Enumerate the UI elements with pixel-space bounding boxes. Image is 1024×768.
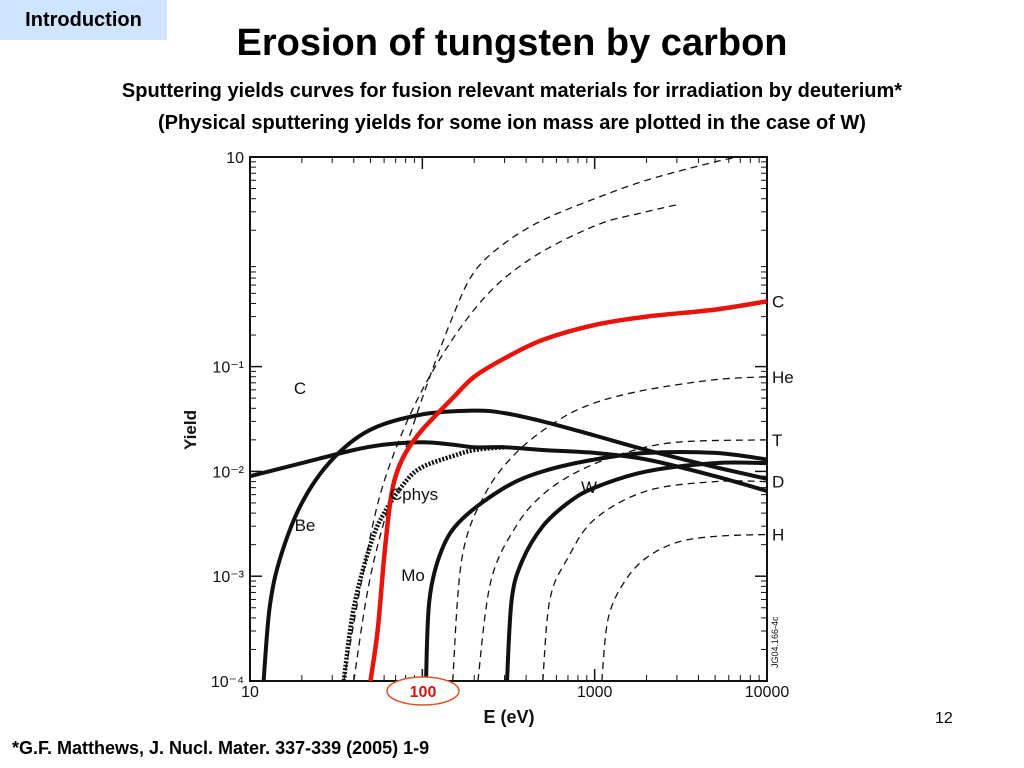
series-label-w: W bbox=[581, 478, 597, 497]
series-line-cphys-dotted bbox=[341, 444, 505, 682]
footnote: *G.F. Matthews, J. Nucl. Mater. 337-339 … bbox=[12, 738, 430, 758]
series-line-c-solid bbox=[249, 440, 768, 493]
x-tick-label: 10000 bbox=[745, 684, 790, 701]
series-line-c-red bbox=[368, 299, 768, 682]
slide-title: Erosion of tungsten by carbon bbox=[236, 22, 788, 64]
series-line-c-dashed bbox=[343, 204, 678, 682]
series-line-t-dashed bbox=[477, 439, 768, 682]
series-line-mo-solid bbox=[424, 450, 768, 682]
x-tick-label: 1000 bbox=[577, 684, 613, 701]
series-line-unlabeled-dashed bbox=[353, 156, 741, 682]
y-axis-label: Yield bbox=[181, 410, 200, 450]
figure-code: JG04.166-4c bbox=[770, 616, 780, 668]
slide-subtitle-2: (Physical sputtering yields for some ion… bbox=[158, 112, 866, 134]
highlight-ellipse bbox=[386, 676, 460, 706]
slide-subtitle-1: Sputtering yields curves for fusion rele… bbox=[121, 80, 903, 102]
y-tick-label: 10⁻⁴ bbox=[211, 674, 244, 691]
series-line-be-solid bbox=[261, 408, 768, 682]
series-label-he: He bbox=[772, 368, 794, 387]
highlight-label: 100 bbox=[410, 684, 437, 701]
series-label-c: C bbox=[772, 292, 784, 311]
y-tick-label: 10 bbox=[226, 150, 244, 167]
series-label-cphys: Cphys bbox=[390, 485, 438, 504]
series-line-d-dashed bbox=[542, 480, 768, 682]
y-tick-label: 10⁻³ bbox=[212, 569, 244, 586]
series-line-h-dashed bbox=[601, 533, 768, 682]
plot-frame bbox=[249, 156, 768, 682]
series-line-w-solid bbox=[505, 460, 768, 682]
series-line-he-dashed bbox=[452, 376, 768, 682]
section-tag: Introduction bbox=[0, 0, 167, 40]
series-label-mo: Mo bbox=[401, 566, 425, 585]
y-tick-label: 10⁻¹ bbox=[212, 360, 244, 377]
series-label-be: Be bbox=[295, 516, 316, 535]
x-tick-label: 10 bbox=[241, 684, 259, 701]
page-number: 12 bbox=[935, 710, 953, 727]
y-tick-label: 10⁻² bbox=[212, 464, 244, 481]
series-label-t: T bbox=[772, 431, 782, 450]
series-label-d: D bbox=[772, 473, 784, 492]
x-axis-label: E (eV) bbox=[483, 707, 534, 727]
series-label-c: C bbox=[294, 379, 306, 398]
series-label-h: H bbox=[772, 525, 784, 544]
